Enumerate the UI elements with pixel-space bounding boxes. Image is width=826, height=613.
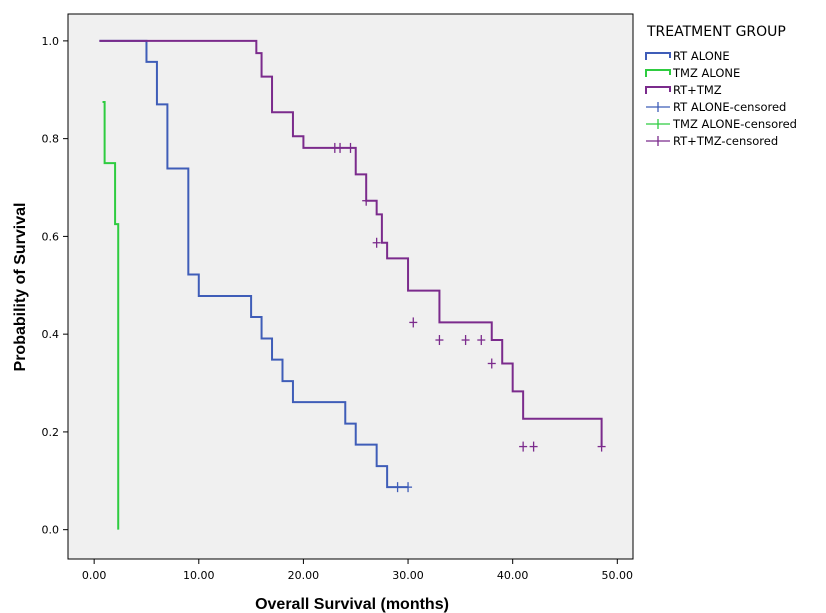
tmz-alone-survival-curve <box>102 100 120 530</box>
y-axis: 0.0 0.2 0.4 0.6 0.8 1.0 <box>42 35 68 537</box>
rt-tmz-censor-mark <box>597 441 606 452</box>
legend-title: TREATMENT GROUP <box>646 24 786 40</box>
x-axis-title: Overall Survival (months) <box>255 596 449 613</box>
plot-background <box>67 13 634 560</box>
legend-step-symbol <box>645 69 671 77</box>
x-tick-label: 30.00 <box>392 569 424 582</box>
x-tick-label: 50.00 <box>602 569 634 582</box>
rt-tmz-survival-curve <box>99 39 603 447</box>
x-tick-label: 40.00 <box>497 569 529 582</box>
rt-tmz-censor-mark <box>372 237 381 248</box>
rt-alone-censor-mark <box>393 482 402 493</box>
legend-label: TMZ ALONE <box>672 66 740 80</box>
y-tick-label: 0.2 <box>42 426 60 439</box>
legend-label: RT ALONE <box>673 49 730 63</box>
legend-entry-rt-alone-censored: RT ALONE-censored <box>646 100 786 114</box>
legend-entries: RT ALONE TMZ ALONE RT+TMZ RT ALONE-censored… <box>645 49 797 148</box>
legend-step-symbol <box>645 52 671 60</box>
x-axis: 0.00 10.00 20.00 30.00 40.00 50.00 <box>82 559 633 582</box>
legend-entry-rt-tmz: RT+TMZ <box>645 83 722 97</box>
rt-tmz-censor-mark <box>487 358 496 369</box>
plot-area <box>67 13 634 560</box>
y-tick-label: 0.4 <box>42 328 60 341</box>
rt-tmz-censor-mark <box>477 335 486 346</box>
x-tick-label: 0.00 <box>82 569 107 582</box>
legend-label: TMZ ALONE-censored <box>672 117 797 131</box>
rt-alone-survival-curve <box>99 39 409 489</box>
legend-entry-tmz-alone: TMZ ALONE <box>645 66 740 80</box>
rt-tmz-censor-mark <box>362 195 371 206</box>
legend-step-symbol <box>645 86 671 94</box>
y-axis-title: Probability of Survival <box>12 203 29 372</box>
y-tick-label: 0.8 <box>42 133 60 146</box>
rt-tmz-censor-mark <box>336 142 345 153</box>
y-tick-label: 0.0 <box>42 524 60 537</box>
rt-alone-censor-mark <box>404 482 413 493</box>
legend-entry-rt-alone: RT ALONE <box>645 49 730 63</box>
rt-tmz-censor-mark <box>409 317 418 328</box>
legend-label: RT+TMZ-censored <box>673 134 778 148</box>
rt-tmz-censor-mark <box>519 441 528 452</box>
y-tick-label: 0.6 <box>42 230 60 243</box>
x-tick-label: 10.00 <box>183 569 215 582</box>
series-layer <box>99 39 606 530</box>
y-tick-label: 1.0 <box>42 35 60 48</box>
legend-entry-rt-tmz-censored: RT+TMZ-censored <box>646 134 778 148</box>
rt-tmz-censor-mark <box>461 335 470 346</box>
legend-label: RT+TMZ <box>673 83 722 97</box>
rt-tmz-censor-mark <box>435 335 444 346</box>
legend-label: RT ALONE-censored <box>673 100 786 114</box>
legend-entry-tmz-alone-censored: TMZ ALONE-censored <box>646 117 797 131</box>
x-tick-label: 20.00 <box>288 569 320 582</box>
rt-tmz-censor-mark <box>529 441 538 452</box>
rt-tmz-censor-mark <box>346 142 355 153</box>
